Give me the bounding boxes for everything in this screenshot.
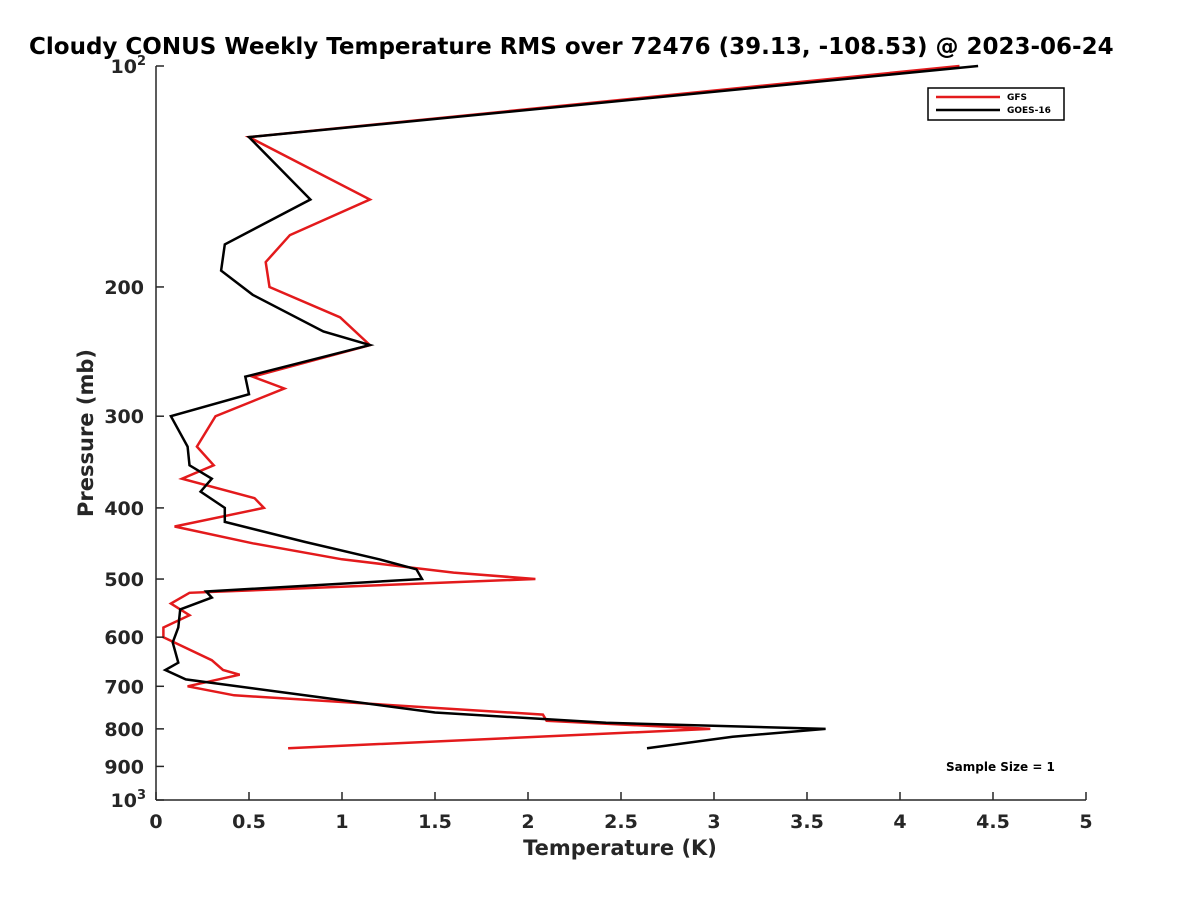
legend-label-gfs: GFS	[1007, 93, 1027, 103]
legend-label-goes16: GOES-16	[1007, 106, 1051, 116]
y-tick-label: 103	[111, 788, 147, 812]
x-tick-label: 3.5	[790, 811, 824, 833]
series-line-goes16	[162, 64, 979, 750]
x-tick-label: 0	[149, 811, 162, 833]
y-tick-label: 500	[104, 569, 144, 591]
y-tick-label: 200	[104, 277, 144, 299]
y-axis-label: Pressure (mb)	[74, 349, 98, 517]
y-tick-label: 600	[104, 627, 144, 649]
x-tick-label: 2	[521, 811, 534, 833]
x-axis-label: Temperature (K)	[523, 836, 717, 860]
y-tick-label: 900	[104, 756, 144, 778]
x-tick-label: 0.5	[232, 811, 266, 833]
legend-box	[927, 87, 1065, 121]
series-line-gfs	[162, 64, 960, 750]
x-tick-label: 1.5	[418, 811, 452, 833]
x-tick-label: 1	[335, 811, 348, 833]
chart-title: Cloudy CONUS Weekly Temperature RMS over…	[29, 34, 1114, 60]
x-tick-label: 4	[893, 811, 906, 833]
y-tick-label: 102	[111, 54, 147, 78]
y-tick-label: 700	[104, 676, 144, 698]
x-tick-label: 3	[707, 811, 720, 833]
series-layer	[162, 64, 979, 750]
x-tick-label: 5	[1079, 811, 1092, 833]
legend: GFS GOES-16	[927, 87, 1065, 121]
y-tick-label: 400	[104, 498, 144, 520]
x-tick-label: 4.5	[976, 811, 1010, 833]
tick-layer: 0 0.5 1 1.5 2 2.5 3 3.5 4 4.5 5 102 200 300 400 500 600 7…	[104, 54, 1092, 833]
y-tick-label: 800	[104, 719, 144, 741]
y-tick-label: 300	[104, 406, 144, 428]
sample-size-annotation: Sample Size = 1	[946, 760, 1055, 774]
x-tick-label: 2.5	[604, 811, 638, 833]
axes-layer	[155, 66, 1086, 801]
